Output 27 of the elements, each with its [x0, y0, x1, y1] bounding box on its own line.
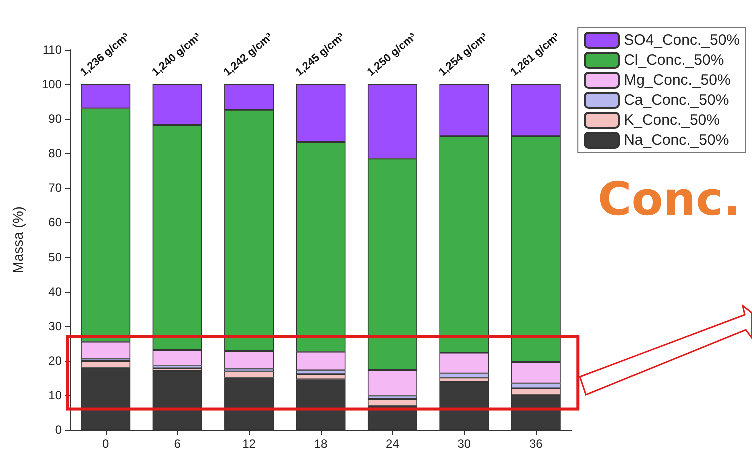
- x-tick-label: 36: [529, 437, 544, 451]
- x-tick-label: 6: [174, 437, 182, 451]
- legend-label: K_Conc._50%: [624, 112, 720, 129]
- y-tick-label: 20: [48, 354, 62, 368]
- y-axis-title: Massa (%): [10, 206, 26, 274]
- y-tick-label: 60: [48, 216, 62, 230]
- legend-label: SO4_Conc._50%: [624, 32, 740, 49]
- legend-label: Cl_Conc._50%: [624, 52, 724, 69]
- x-tick-label: 18: [314, 437, 328, 451]
- legend-label: Na_Conc._50%: [624, 132, 730, 149]
- y-tick-label: 70: [48, 181, 62, 196]
- y-tick-label: 30: [48, 319, 62, 334]
- legend-label: Mg_Conc._50%: [624, 72, 731, 89]
- y-tick-label: 0: [55, 423, 62, 437]
- x-tick-label: 24: [386, 437, 400, 451]
- x-tick-label: 0: [102, 437, 110, 451]
- y-tick-label: 110: [42, 43, 62, 57]
- y-tick-label: 10: [48, 388, 62, 402]
- y-tick-label: 40: [48, 284, 62, 299]
- legend-label: Ca_Conc._50%: [624, 92, 730, 109]
- x-tick-label: 30: [458, 437, 472, 451]
- x-tick-label: 12: [242, 437, 256, 451]
- y-tick-label: 90: [48, 112, 62, 126]
- y-tick-label: 50: [48, 250, 62, 264]
- text: Conc.: [598, 172, 741, 226]
- y-tick-label: 100: [42, 78, 62, 92]
- y-tick-label: 80: [48, 146, 62, 161]
